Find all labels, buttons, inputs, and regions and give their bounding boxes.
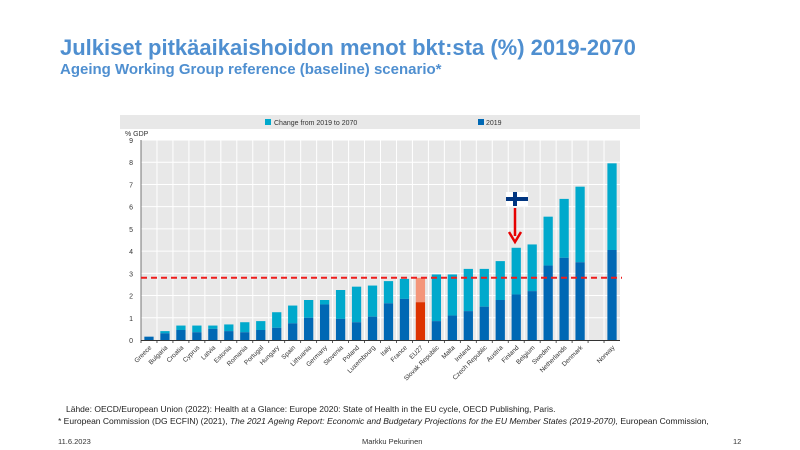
arrow-head	[507, 231, 523, 245]
y-tick-label: 0	[129, 338, 133, 345]
chart: Change from 2019 to 2070 2019 % GDP 0 1 2 3…	[120, 115, 640, 382]
bar-2019-slovak-republic	[431, 321, 442, 340]
bar-change-norway	[607, 163, 617, 250]
bar-change-belgium	[527, 244, 537, 292]
y-tick-label: 7	[129, 182, 133, 189]
bar-2019-germany	[319, 304, 330, 340]
bar-2019-latvia	[208, 328, 218, 340]
bar-2019-italy	[383, 303, 394, 340]
x-tick-label: Croatia	[166, 344, 186, 364]
bar-change-cyprus	[192, 325, 202, 333]
bar-change-eu27	[415, 277, 426, 303]
bar-change-slovenia	[335, 290, 346, 319]
bar-change-austria	[495, 261, 505, 300]
bar-2019-hungary	[272, 327, 282, 340]
x-tick-label: France	[390, 344, 410, 364]
bar-2019-france	[399, 298, 410, 340]
source-note-2: * European Commission (DG ECFIN) (2021),…	[58, 416, 709, 426]
bar-2019-portugal	[256, 330, 266, 340]
y-tick-label: 8	[129, 160, 133, 167]
bar-2019-estonia	[224, 331, 234, 340]
y-tick-label: 2	[129, 294, 133, 301]
bar-change-poland	[351, 286, 362, 323]
legend-label-change: Change from 2019 to 2070	[274, 120, 357, 127]
bar-change-hungary	[272, 312, 282, 328]
bar-change-italy	[383, 281, 394, 304]
bar-2019-malta	[447, 315, 457, 340]
bar-2019-romania	[240, 332, 250, 340]
bar-change-france	[399, 278, 410, 299]
bar-2019-denmark	[575, 262, 585, 340]
bar-change-lithuania	[304, 300, 314, 318]
legend-swatch-2019	[478, 119, 484, 125]
bar-2019-norway	[607, 250, 617, 340]
y-tick-label: 9	[129, 138, 133, 145]
legend-label-2019: 2019	[486, 120, 502, 127]
bar-2019-czech-republic	[479, 306, 489, 340]
y-tick-label: 1	[129, 316, 133, 323]
bar-change-sweden	[543, 216, 553, 266]
bar-change-netherlands	[559, 198, 569, 258]
bar-2019-slovenia	[335, 318, 346, 340]
bar-2019-greece	[144, 336, 154, 340]
bar-change-czech-republic	[479, 268, 489, 307]
x-tick-label: Norway	[596, 344, 617, 365]
bar-2019-sweden	[543, 265, 553, 340]
bar-2019-eu27	[415, 302, 426, 340]
legend-background	[120, 115, 640, 129]
slide-title: Julkiset pitkäaikaishoidon menot bkt:sta…	[60, 35, 636, 60]
bar-change-finland	[511, 247, 521, 295]
page-number: 12	[733, 437, 742, 446]
bar-2019-cyprus	[192, 332, 202, 340]
y-tick-label: 5	[129, 227, 133, 234]
bar-2019-finland	[511, 294, 521, 340]
slide-date: 11.6.2023	[58, 437, 91, 446]
finland-annotation	[506, 192, 528, 245]
slide-author: Markku Pekurinen	[362, 437, 423, 446]
bar-2019-belgium	[527, 291, 537, 340]
bar-2019-poland	[351, 322, 362, 340]
bar-change-latvia	[208, 325, 218, 329]
bar-change-ireland	[463, 268, 473, 312]
bar-2019-bulgaria	[160, 333, 170, 340]
bar-2019-lithuania	[304, 317, 314, 340]
bar-change-spain	[288, 305, 298, 324]
bar-change-estonia	[224, 324, 234, 332]
bar-change-denmark	[575, 186, 585, 263]
y-tick-label: 3	[129, 271, 133, 278]
bar-change-portugal	[256, 321, 266, 330]
flag-cross-vertical	[513, 192, 517, 206]
bar-change-slovak-republic	[431, 274, 442, 322]
y-axis-label: % GDP	[125, 131, 149, 138]
bar-2019-ireland	[463, 311, 473, 340]
bar-change-malta	[447, 274, 457, 316]
bar-change-luxembourg	[367, 285, 378, 317]
bar-2019-austria	[495, 300, 505, 340]
legend-swatch-change	[265, 119, 271, 125]
x-tick-label: Cyprus	[182, 344, 202, 364]
bar-change-germany	[319, 300, 330, 305]
bar-2019-luxembourg	[367, 316, 378, 340]
slide-subtitle: Ageing Working Group reference (baseline…	[60, 61, 442, 78]
bar-change-bulgaria	[160, 331, 170, 334]
bar-2019-croatia	[176, 330, 186, 340]
bar-change-croatia	[176, 325, 186, 330]
bar-2019-netherlands	[559, 257, 569, 340]
bar-2019-spain	[288, 323, 298, 340]
bar-change-romania	[240, 322, 250, 333]
source-note: Lähde: OECD/European Union (2022): Healt…	[66, 404, 556, 414]
y-tick-label: 4	[129, 249, 133, 256]
y-tick-label: 6	[129, 205, 133, 212]
